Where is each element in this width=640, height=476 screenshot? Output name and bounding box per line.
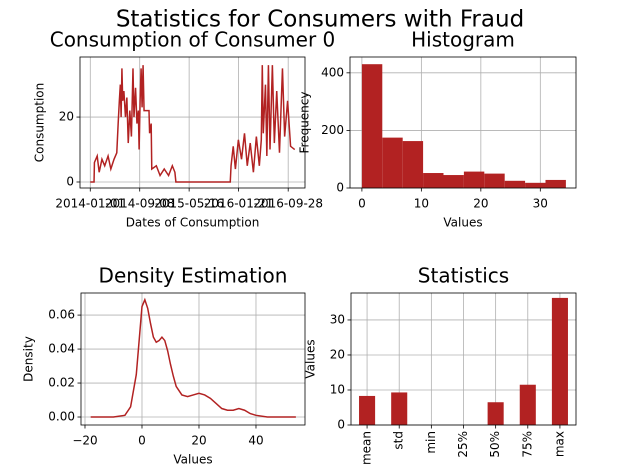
y-tick-label: 10	[330, 382, 345, 396]
figure-title: Statistics for Consumers with Fraud	[116, 7, 524, 33]
histogram-bar	[402, 141, 424, 188]
histogram-bar	[545, 179, 566, 188]
x-tick-label: 0	[358, 197, 366, 211]
x-tick-label: 0	[138, 434, 146, 448]
histogram-bar	[484, 173, 505, 188]
bar	[359, 395, 376, 425]
y-tick-label: 200	[321, 123, 344, 137]
axes-frame	[349, 56, 577, 189]
y-tick-label: 30	[330, 312, 345, 326]
histogram-bar	[525, 182, 546, 188]
histogram-bar	[504, 180, 526, 188]
x-tick-label: 2014-09-08	[105, 197, 175, 211]
subplot-title: Density Estimation	[99, 264, 288, 288]
x-axis-label: Values	[173, 453, 212, 467]
x-tick-label: 40	[248, 434, 263, 448]
y-tick-label: 0.06	[48, 308, 75, 322]
x-tick-label: 2016-09-28	[253, 197, 323, 211]
x-axis-label: Dates of Consumption	[126, 216, 260, 230]
subplot-title: Consumption of Consumer 0	[50, 28, 336, 52]
histogram-bar	[463, 171, 485, 188]
x-tick-label: 2015-05-16	[154, 197, 224, 211]
y-axis-label: Density	[22, 336, 36, 382]
x-tick-label: mean	[360, 431, 374, 465]
x-axis-label: Values	[443, 216, 482, 230]
y-tick-label: 20	[330, 347, 345, 361]
data-line	[90, 297, 296, 418]
x-tick-label: 25%	[456, 431, 470, 458]
subplot-title: Histogram	[411, 28, 515, 52]
bar	[391, 392, 408, 425]
y-tick-label: 0.04	[48, 342, 75, 356]
x-tick-label: std	[392, 431, 406, 450]
x-tick-label: min	[424, 431, 438, 454]
y-axis-label: Consumption	[33, 83, 47, 162]
data-line	[90, 65, 296, 183]
histogram-bar	[423, 173, 444, 188]
x-tick-label: 20	[191, 434, 206, 448]
x-tick-label: 2016-01-21	[204, 197, 274, 211]
y-tick-label: 0	[336, 181, 344, 195]
y-tick-label: 0	[337, 418, 345, 432]
y-tick-label: 0.02	[48, 376, 75, 390]
x-tick-label: 50%	[488, 431, 502, 458]
x-tick-label: 75%	[520, 431, 534, 458]
y-axis-label: Values	[304, 339, 318, 378]
axes-frame	[80, 292, 306, 426]
axes-frame	[350, 292, 577, 426]
bar	[551, 297, 568, 425]
y-tick-label: 400	[321, 65, 344, 79]
y-tick-label: 0	[66, 174, 74, 188]
histogram-bar	[361, 64, 383, 188]
histogram-bar	[382, 137, 403, 188]
y-tick-label: 20	[59, 110, 74, 124]
histogram-bar	[443, 175, 464, 188]
x-tick-label: 10	[414, 197, 429, 211]
subplot-title: Statistics	[418, 264, 509, 288]
x-tick-label: 30	[533, 197, 548, 211]
x-tick-label: 20	[473, 197, 488, 211]
axes-frame	[79, 56, 306, 189]
y-axis-label: Frequency	[298, 92, 312, 154]
y-tick-label: 0.00	[48, 410, 75, 424]
bar	[519, 384, 536, 425]
bar	[487, 402, 504, 425]
x-tick-label: 2014-01-01	[55, 197, 125, 211]
x-tick-label: −20	[72, 434, 97, 448]
x-tick-label: max	[552, 431, 566, 457]
